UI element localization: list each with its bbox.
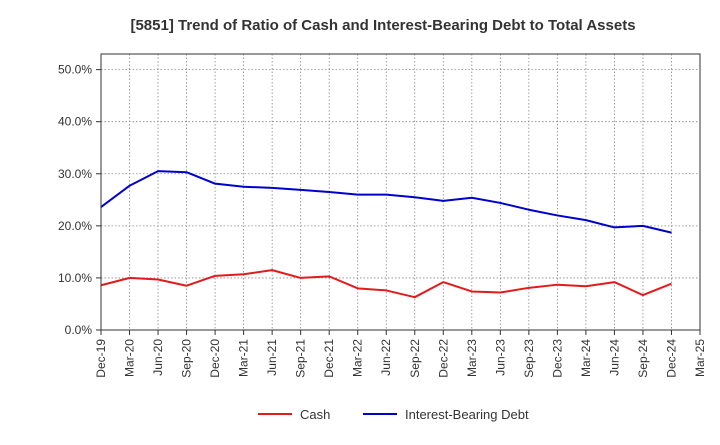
x-tick-label: Sep-20 (180, 339, 194, 378)
x-tick-label: Mar-22 (351, 339, 365, 377)
x-tick-label: Dec-22 (436, 339, 450, 378)
y-tick-label: 20.0% (58, 219, 92, 233)
x-tick-label: Mar-23 (465, 339, 479, 377)
x-tick-label: Dec-23 (550, 339, 564, 378)
legend-label: Cash (300, 407, 330, 422)
x-tick-label: Mar-24 (579, 339, 593, 377)
x-tick-label: Jun-24 (607, 339, 621, 376)
y-axis: 0.0% 10.0% 20.0% 30.0% 40.0% 50.0% (58, 63, 101, 337)
legend-label: Interest-Bearing Debt (405, 407, 529, 422)
legend: Cash Interest-Bearing Debt (258, 407, 529, 422)
y-tick-label: 30.0% (58, 167, 92, 181)
x-tick-label: Jun-21 (265, 339, 279, 376)
plot-frame (100, 53, 701, 331)
x-tick-label: Mar-25 (693, 339, 707, 377)
x-tick-label: Dec-21 (322, 339, 336, 378)
x-tick-label: Sep-21 (294, 339, 308, 378)
series-layer (100, 170, 672, 299)
x-tick-label: Jun-20 (151, 339, 165, 376)
x-tick-label: Sep-23 (522, 339, 536, 378)
x-tick-label: Dec-19 (94, 339, 108, 378)
y-tick-label: 40.0% (58, 115, 92, 129)
x-axis: Dec-19 Mar-20 Jun-20 Sep-20 Dec-20 Mar-21 Jun-… (94, 330, 707, 378)
x-tick-label: Mar-20 (123, 339, 137, 377)
x-tick-label: Sep-24 (636, 339, 650, 378)
y-tick-label: 10.0% (58, 271, 92, 285)
plot-area (101, 54, 700, 330)
x-tick-label: Jun-22 (379, 339, 393, 376)
series-line-interest-bearing-debt (100, 170, 672, 234)
x-tick-label: Jun-23 (493, 339, 507, 376)
y-tick-label: 0.0% (65, 323, 93, 337)
x-tick-label: Mar-21 (237, 339, 251, 377)
x-tick-label: Sep-22 (408, 339, 422, 378)
chart-title: [5851] Trend of Ratio of Cash and Intere… (130, 17, 635, 34)
x-tick-label: Dec-24 (664, 339, 678, 378)
x-tick-label: Dec-20 (208, 339, 222, 378)
y-tick-label: 50.0% (58, 63, 92, 77)
series-line-cash (100, 269, 672, 299)
